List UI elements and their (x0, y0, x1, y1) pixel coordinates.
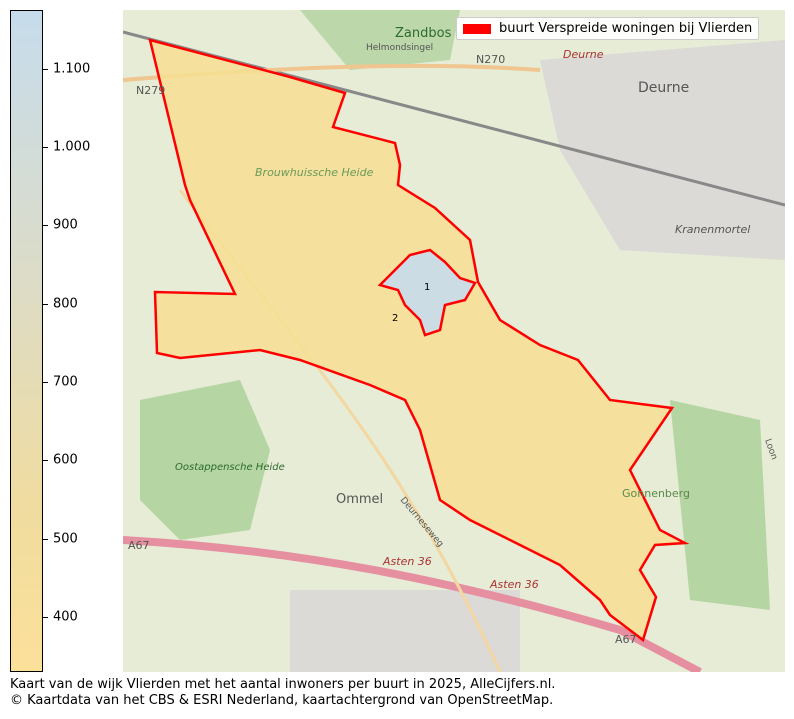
label-n279: N279 (136, 84, 165, 97)
label-asten1: Asten 36 (382, 555, 432, 568)
colorbar-tick-label: 900 (53, 217, 78, 233)
colorbar-tick (43, 460, 48, 462)
caption-line-2: © Kaartdata van het CBS & ESRI Nederland… (10, 693, 554, 708)
colorbar-tick-label: 1.000 (53, 139, 91, 155)
urban-area (540, 40, 785, 260)
label-n270: N270 (476, 53, 505, 66)
label-gonnenberg: Gonnenberg (622, 487, 690, 500)
legend-swatch (463, 23, 491, 34)
colorbar (10, 10, 43, 672)
label-oostappen: Oostappensche Heide (175, 462, 285, 473)
map[interactable]: 1 2 Zandbos Helmondsingel N270 N279 Deur… (123, 10, 785, 672)
region-1[interactable] (377, 248, 477, 337)
label-asten2: Asten 36 (489, 578, 539, 591)
region-label-2: 2 (392, 313, 398, 324)
colorbar-tick-label: 500 (53, 531, 78, 547)
forest-area (670, 400, 770, 610)
urban-area (290, 590, 520, 672)
colorbar-tick (43, 538, 48, 540)
colorbar-tick-label: 700 (53, 374, 78, 390)
colorbar-tick (43, 147, 48, 149)
road-a67 (123, 536, 702, 672)
legend-label: buurt Verspreide woningen bij Vlierden (499, 21, 753, 36)
label-a67a: A67 (128, 539, 150, 552)
colorbar-tick (43, 225, 48, 227)
region-label-1: 1 (424, 282, 430, 293)
label-a67b: A67 (615, 633, 637, 646)
map-svg: 1 2 Zandbos Helmondsingel N270 N279 Deur… (123, 10, 785, 672)
colorbar-tick (43, 68, 48, 70)
colorbar-tick-label: 600 (53, 452, 78, 468)
colorbar-tick-label: 400 (53, 609, 78, 625)
caption-line-1: Kaart van de wijk Vlierden met het aanta… (10, 677, 556, 692)
forest-area (300, 10, 460, 70)
colorbar-tick (43, 303, 48, 305)
label-deurne-road: Deurne (563, 48, 604, 61)
colorbar-tick (43, 382, 48, 384)
colorbar-tick-label: 1.100 (53, 61, 91, 77)
colorbar-tick-label: 800 (53, 296, 78, 312)
colorbar-tick (43, 617, 48, 619)
label-zandbos: Zandbos (395, 26, 452, 41)
label-brouwhuis: Brouwhuissche Heide (255, 166, 374, 179)
legend: buurt Verspreide woningen bij Vlierden (456, 17, 760, 40)
label-kranenmortel: Kranenmortel (675, 223, 750, 236)
region-2[interactable] (148, 38, 690, 643)
forest-area (140, 380, 270, 540)
label-ommel: Ommel (336, 492, 383, 507)
label-helmondsingel: Helmondsingel (366, 43, 433, 53)
label-deurne-city: Deurne (638, 80, 689, 96)
